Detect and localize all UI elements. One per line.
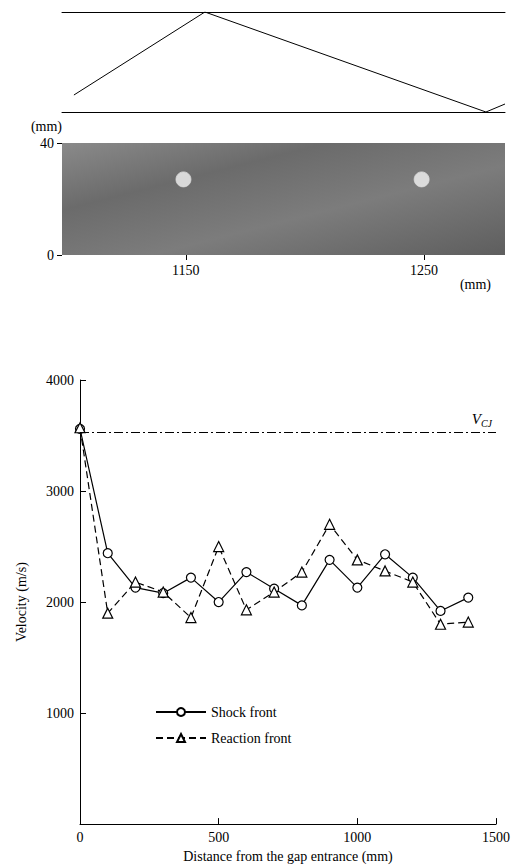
svg-text:Distance from the gap entrance: Distance from the gap entrance (mm) [183, 849, 393, 865]
svg-text:(mm): (mm) [31, 119, 62, 135]
svg-text:4000: 4000 [46, 373, 74, 388]
svg-text:CJ: CJ [481, 418, 493, 429]
svg-text:(mm): (mm) [460, 277, 491, 293]
svg-text:1500: 1500 [482, 830, 510, 845]
svg-text:1150: 1150 [172, 263, 199, 278]
svg-text:40: 40 [40, 136, 54, 151]
svg-text:1000: 1000 [46, 706, 74, 721]
svg-text:V: V [472, 411, 483, 427]
svg-text:2000: 2000 [46, 595, 74, 610]
svg-text:0: 0 [47, 248, 54, 263]
svg-text:500: 500 [208, 830, 229, 845]
svg-text:Shock front: Shock front [211, 705, 277, 720]
svg-text:3000: 3000 [46, 484, 74, 499]
svg-text:0: 0 [77, 830, 84, 845]
svg-text:Velocity (m/s): Velocity (m/s) [14, 562, 30, 642]
svg-text:1000: 1000 [343, 830, 371, 845]
svg-text:Reaction front: Reaction front [211, 731, 292, 746]
svg-text:1250: 1250 [410, 263, 438, 278]
